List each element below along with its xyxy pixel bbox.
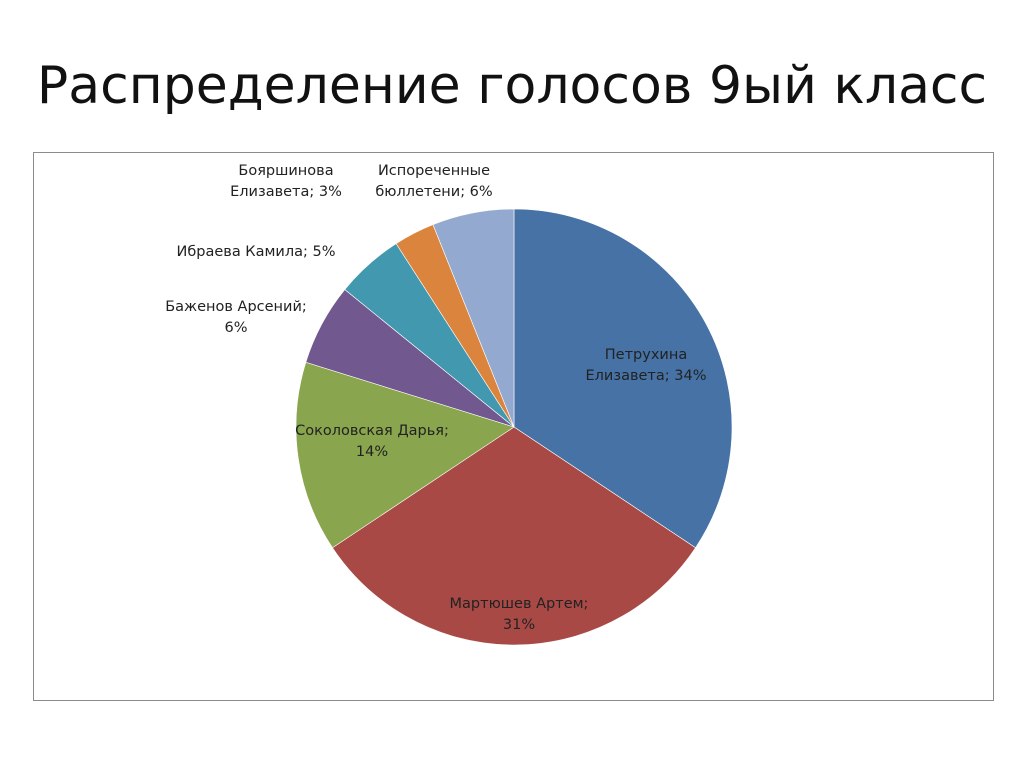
slice-label-3: Соколовская Дарья; 14% — [295, 423, 449, 460]
slice-label-line: Елизавета; 3% — [230, 184, 342, 200]
pie-slice-7 — [432, 208, 515, 428]
slice-label-line: 6% — [224, 320, 247, 336]
slice-label-line: Мартюшев Артем; — [450, 596, 589, 612]
slice-label-line: Баженов Арсений; — [165, 299, 307, 315]
slice-label-4: Баженов Арсений; 6% — [165, 299, 307, 336]
slice-label-line: Бояршинова — [238, 163, 333, 179]
pie-slice-3 — [295, 361, 515, 549]
slice-label-5: Ибраева Камила; 5% — [176, 244, 335, 260]
slice-label-7: Испореченные бюллетени; 6% — [375, 163, 492, 200]
slice-label-line: 31% — [503, 617, 535, 633]
slice-label-line: Соколовская Дарья; — [295, 423, 449, 439]
pie-slice-2 — [332, 426, 696, 646]
slice-label-6: Бояршинова Елизавета; 3% — [230, 163, 342, 200]
slice-label-line: Ибраева Камила; 5% — [176, 244, 335, 260]
slice-label-2: Мартюшев Артем; 31% — [450, 596, 589, 633]
pie-chart: Петрухина Елизавета; 34% Мартюшев Артем; 31… — [165, 163, 733, 646]
chart-frame: Петрухина Елизавета; 34% Мартюшев Артем; 31… — [33, 152, 994, 701]
slice-label-line: бюллетени; 6% — [375, 184, 492, 200]
slide-title: Распределение голосов 9ый класс — [36, 56, 988, 116]
slice-label-line: Елизавета; 34% — [586, 368, 707, 384]
slice-label-line: Испореченные — [378, 163, 490, 179]
slice-label-line: Петрухина — [605, 347, 687, 363]
slice-label-1: Петрухина Елизавета; 34% — [586, 347, 707, 384]
slice-label-line: 14% — [356, 444, 388, 460]
